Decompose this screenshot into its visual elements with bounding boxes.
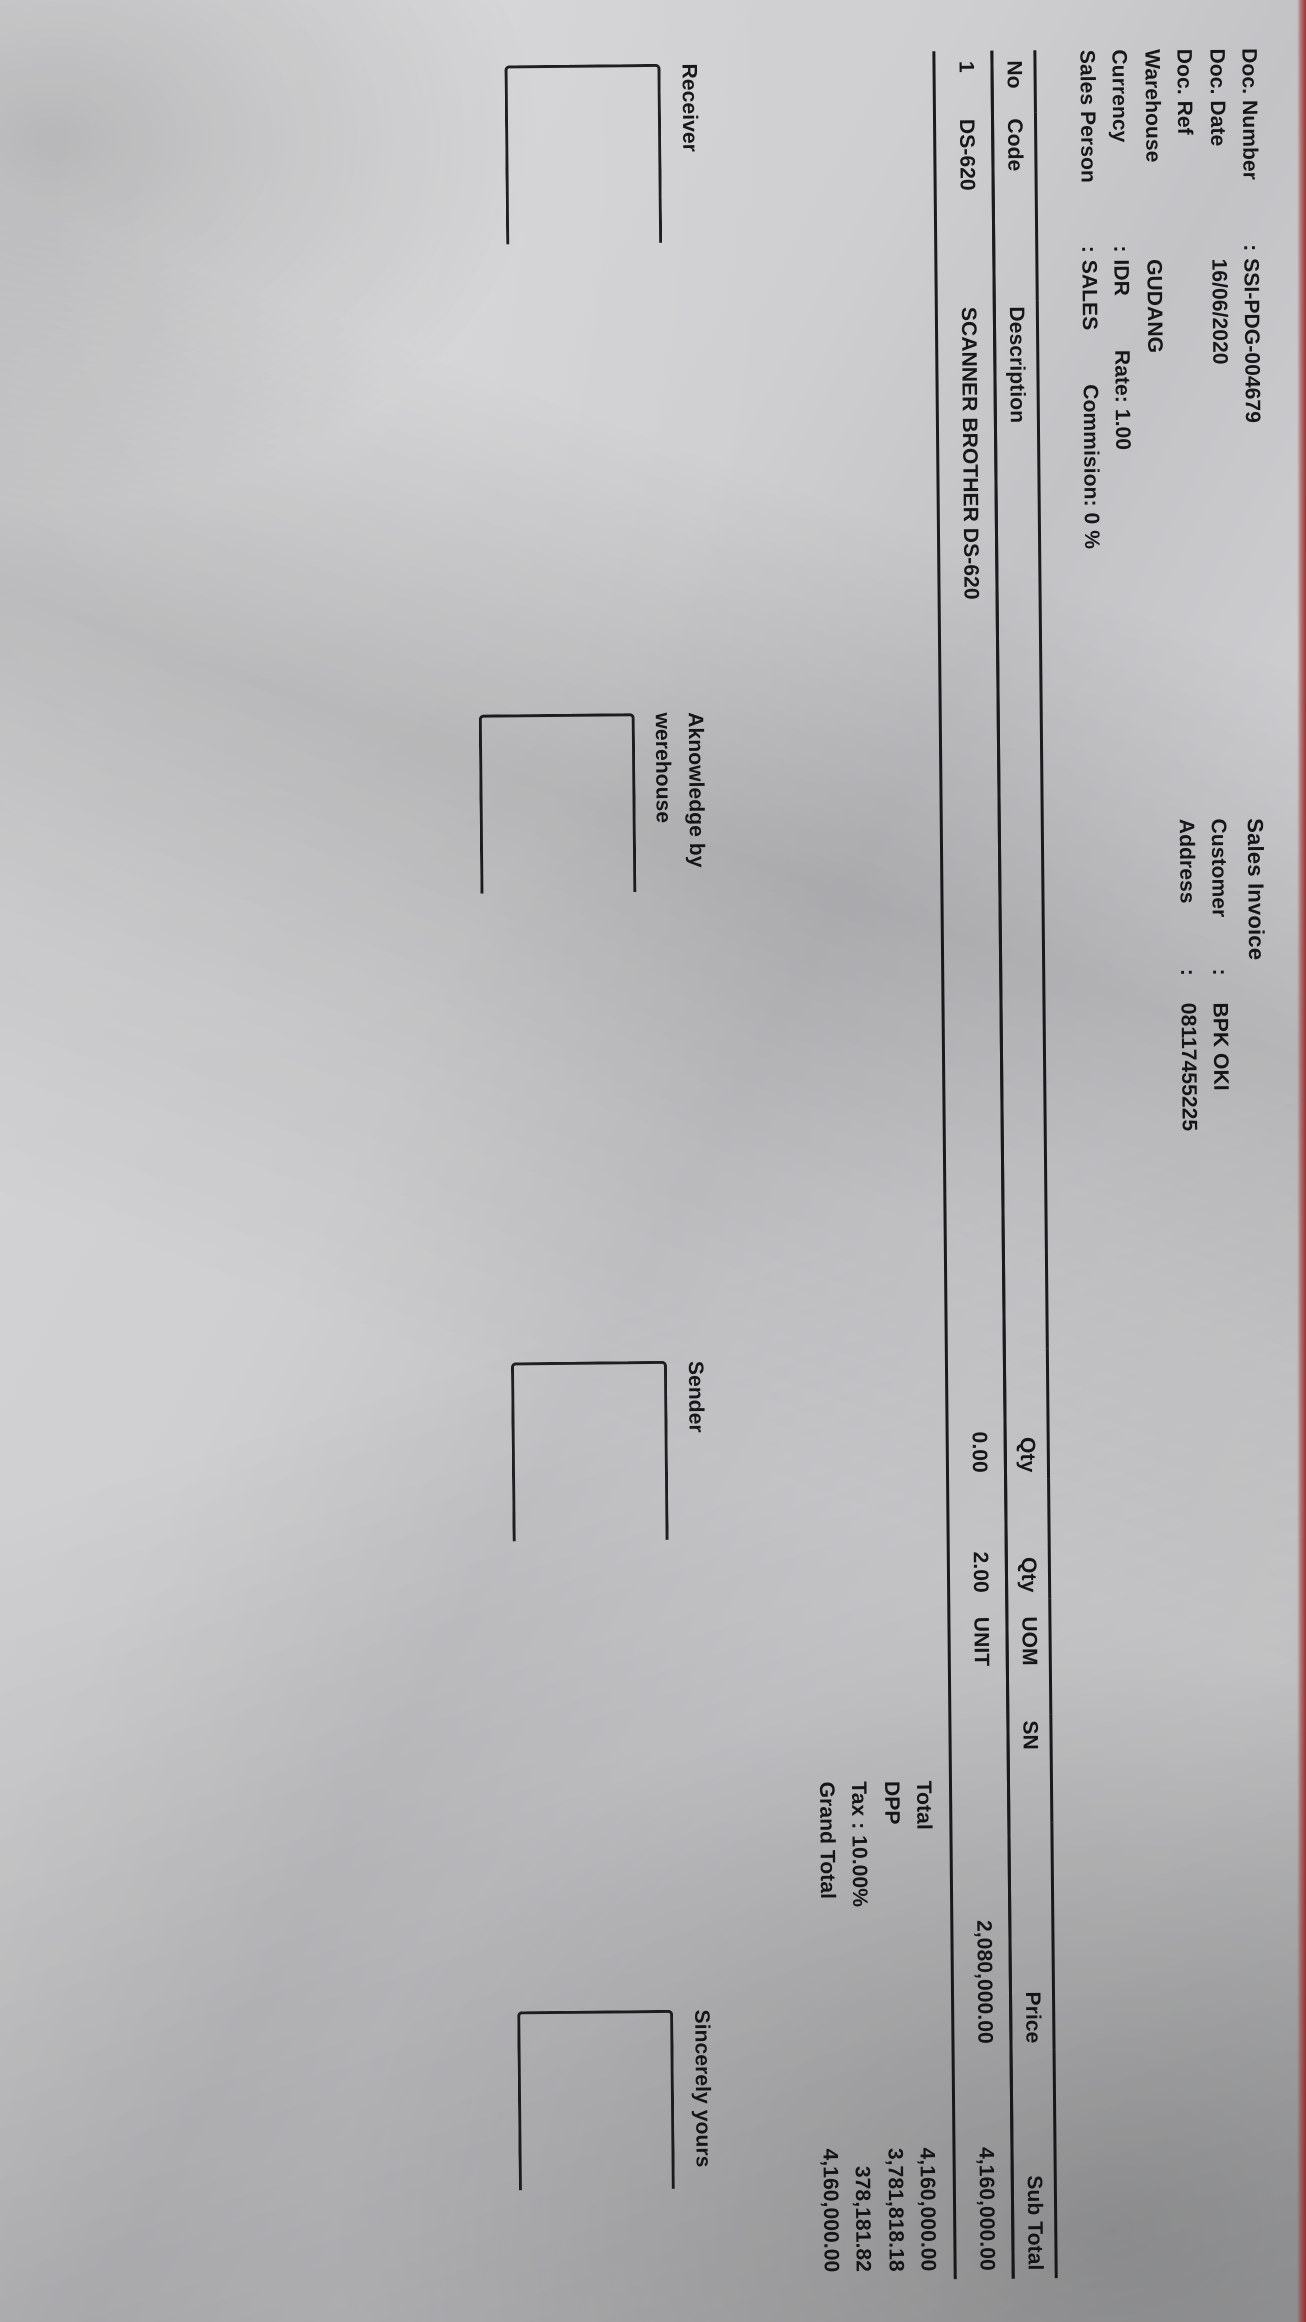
field-doc-date: Doc. Date 16/06/2020 [1202,48,1236,808]
totals-value: 378,181.82 [851,2165,876,2273]
col-header-sub-total: Sub Total [1010,2049,1057,2279]
totals-label: Total [912,1780,936,1830]
party-value: 08117455225 [1176,1002,1201,1132]
col-header-uom: UOM [1006,1598,1052,1715]
totals-value: 3,781,818.18 [883,2147,908,2272]
signature-caption: Receiver [677,63,701,153]
signature-caption [713,1361,715,1621]
value-text: SSI-PDG-004679 [1239,258,1264,424]
items-table: No Code Description Qty Qty UOM SN Price… [940,50,1058,2279]
field-label: Sales Person [1075,49,1100,184]
value-text: 16/06/2020 [1206,258,1231,365]
cell-uom: UNIT [969,1616,993,1667]
col-header-qty-2: Qty [1005,1478,1050,1599]
document-title: Sales Invoice [1242,818,1270,961]
field-value [1172,245,1199,259]
field-label: Doc. Date [1204,48,1229,147]
signature-block-sender: Sender [485,1361,716,1623]
signature-role: werehouse [650,712,675,824]
signature-role: Sincerely yours [689,2009,715,2168]
totals-label: DPP [879,1780,904,1825]
signature-caption: Aknowledge by [683,712,708,868]
field-value: : IDR Rate: 1.00 [1107,245,1135,450]
invoice-header: Doc. Number : SSI-PDG-004679 Doc. Date 16… [1067,48,1283,2278]
totals-label: Grand Total [814,1781,840,1900]
commission-note: Commision: 0 % [1078,384,1103,550]
field-currency: Currency : IDR Rate: 1.00 [1105,49,1139,809]
party-separator: : [1176,968,1200,977]
cell-qty-2: 2.00 [968,1551,992,1593]
party-value: BPK OKI [1208,1002,1233,1091]
signature-role [669,64,671,324]
field-label: Currency [1107,49,1132,143]
value-text: SALES [1077,259,1101,331]
cell-sub-total: 4,160,000.00 [974,2146,999,2271]
currency-rate: Rate: 1.00 [1110,349,1135,451]
col-header-code: Code [992,112,1038,301]
col-header-sn: SN [1007,1714,1053,1823]
signature-block-receiver: Receiver [472,63,703,325]
totals-row-total: Total 4,160,000.00 [907,1781,944,2280]
cell-description: SCANNER BROTHER DS-620 [956,306,983,600]
party-label: Address [1174,818,1199,904]
cell-code: DS-620 [954,118,979,191]
totals-row-grand-total: Grand Total 4,160,000.00 [810,1781,847,2280]
field-warehouse: Warehouse GUDANG [1138,49,1172,809]
cell-no: 1 [954,60,978,73]
signature-bracket-icon [478,712,637,894]
totals-label: Tax : 10.00% [847,1781,872,1908]
signature-block-sincerely: Sincerely yours [491,2009,722,2271]
colon: : [1109,245,1133,253]
field-value: : SALES Commision: 0 % [1075,246,1104,550]
party-separator: : [1208,968,1232,976]
colon: : [1239,244,1263,252]
header-party-block: Sales Invoice Customer : BPK OKI Address… [1166,808,1283,2277]
totals-row-dpp: DPP 3,781,818.18 [874,1781,911,2280]
party-customer: Customer : BPK OKI [1205,818,1245,2276]
totals-value: 4,160,000.00 [915,2147,941,2272]
signature-bracket-icon [504,63,663,245]
totals-row-tax: Tax : 10.00% 378,181.82 [842,1781,879,2280]
cell-price: 2,080,000.00 [972,1919,997,2044]
field-value: : SSI-PDG-004679 [1237,244,1265,423]
cell-qty-1: 0.00 [967,1431,991,1473]
totals-value: 4,160,000.00 [818,2148,843,2273]
signature-bracket-icon [517,2009,675,2191]
field-sales-person: Sales Person : SALES Commision: 0 % [1073,50,1107,810]
field-label: Doc. Number [1237,48,1262,181]
field-label: Warehouse [1139,49,1165,163]
field-doc-ref: Doc. Ref [1170,49,1204,809]
col-header-no: No [991,50,1036,113]
cell-sn [956,1715,1009,1823]
field-label: Doc. Ref [1172,48,1197,135]
col-header-price: Price [1008,1822,1055,2050]
field-value: 16/06/2020 [1204,244,1232,364]
field-doc-number: Doc. Number : SSI-PDG-004679 [1235,48,1269,808]
signature-role: Sender [683,1360,708,1433]
signature-row: Receiver Aknowledge by werehouse Sender [472,53,722,2283]
signature-bracket-icon [511,1361,669,1542]
value-text: IDR [1109,259,1133,297]
party-label: Customer [1207,818,1231,918]
field-value: GUDANG [1139,245,1166,353]
signature-caption [720,2009,722,2269]
totals-block: Total 4,160,000.00 DPP 3,781,818.18 Tax … [793,51,944,2280]
signature-block-acknowledge: Aknowledge by werehouse [478,712,709,974]
value-text: GUDANG [1142,259,1166,354]
header-fields: Doc. Number : SSI-PDG-004679 Doc. Date 16… [1067,48,1269,810]
col-header-qty-1: Qty [1004,1348,1049,1479]
colon: : [1076,245,1101,253]
totals-table: Total 4,160,000.00 DPP 3,781,818.18 Tax … [810,1781,945,2281]
